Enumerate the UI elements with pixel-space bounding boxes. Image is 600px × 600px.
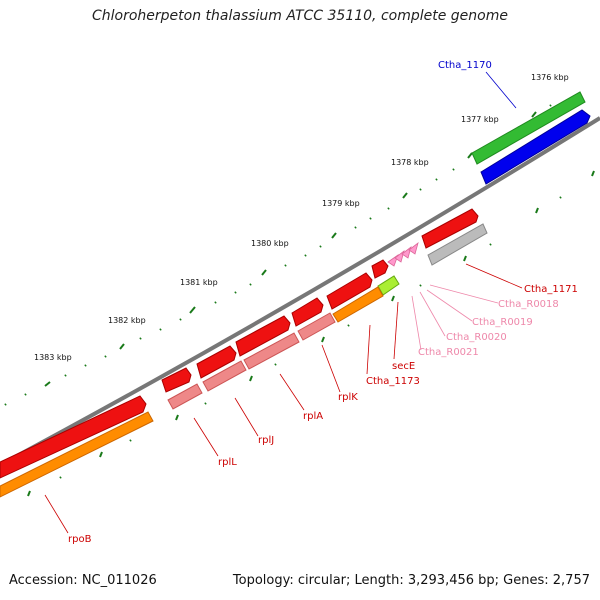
gene-label[interactable]: Ctha_R0021 [418,347,479,358]
gene-bar-ctha-1171-misc [427,223,488,266]
gene-arrow-rplL[interactable] [196,345,237,379]
gene-label[interactable]: Ctha_R0020 [446,332,507,343]
gene-label[interactable]: rplL [218,457,237,468]
map-title: Chloroherpeton thalassium ATCC 35110, co… [92,8,508,24]
kbp-label: 1376 kbp [531,73,569,82]
gene-bar-ctha-1173-cog [332,286,384,323]
kbp-label: 1383 kbp [34,353,72,362]
gene-labels: Ctha_1170 Ctha_1171 Ctha_R0018 Ctha_R001… [68,60,578,545]
kbp-label: 1378 kbp [391,158,429,167]
trna-cluster[interactable] [387,241,419,267]
gene-label[interactable]: Ctha_1170 [438,60,492,71]
kbp-label: 1379 kbp [322,199,360,208]
gene-label[interactable]: Ctha_1173 [366,376,420,387]
gene-label[interactable]: rplK [338,392,358,403]
gene-arrow-rpoB[interactable] [0,395,147,479]
inner-ticks [27,170,595,497]
gene-label[interactable]: rplA [303,411,323,422]
kbp-label: 1381 kbp [180,278,218,287]
kbp-label: 1377 kbp [461,115,499,124]
accession-text: Accession: NC_011026 [9,573,157,588]
gene-arrow-ctha-1173[interactable] [326,272,373,310]
gene-bar-rplJ [243,332,300,370]
gene-arrow-rplJ[interactable] [235,315,291,357]
gene-arrow-ctha-1170[interactable] [480,109,591,185]
gene-bar-green [471,91,586,165]
gene-arrow-small-2[interactable] [161,367,192,393]
kbp-label: 1382 kbp [108,316,146,325]
gene-arrow-rplA[interactable] [291,297,324,327]
gene-arrow-small[interactable] [371,259,389,279]
gene-bar-rplA [297,312,336,341]
genome-backbone [0,116,600,467]
kbp-labels: 1376 kbp 1377 kbp 1378 kbp 1379 kbp 1380… [34,73,569,362]
gene-arrow-ctha-1171[interactable] [421,208,479,249]
gene-bar-rpoB [0,411,154,498]
kbp-label: 1380 kbp [251,239,289,248]
gene-label[interactable]: rplJ [258,435,274,446]
gene-label[interactable]: Ctha_1171 [524,284,578,295]
genome-summary-text: Topology: circular; Length: 3,293,456 bp… [232,573,590,588]
gene-label[interactable]: Ctha_R0019 [472,317,533,328]
gene-label[interactable]: secE [392,361,415,372]
gene-label[interactable]: Ctha_R0018 [498,299,559,310]
outer-ticks [4,104,552,406]
gene-label[interactable]: rpoB [68,534,92,545]
gene-bar-small-2 [167,383,203,410]
label-leaders [44,71,523,534]
gene-bar-rplL [202,360,247,392]
